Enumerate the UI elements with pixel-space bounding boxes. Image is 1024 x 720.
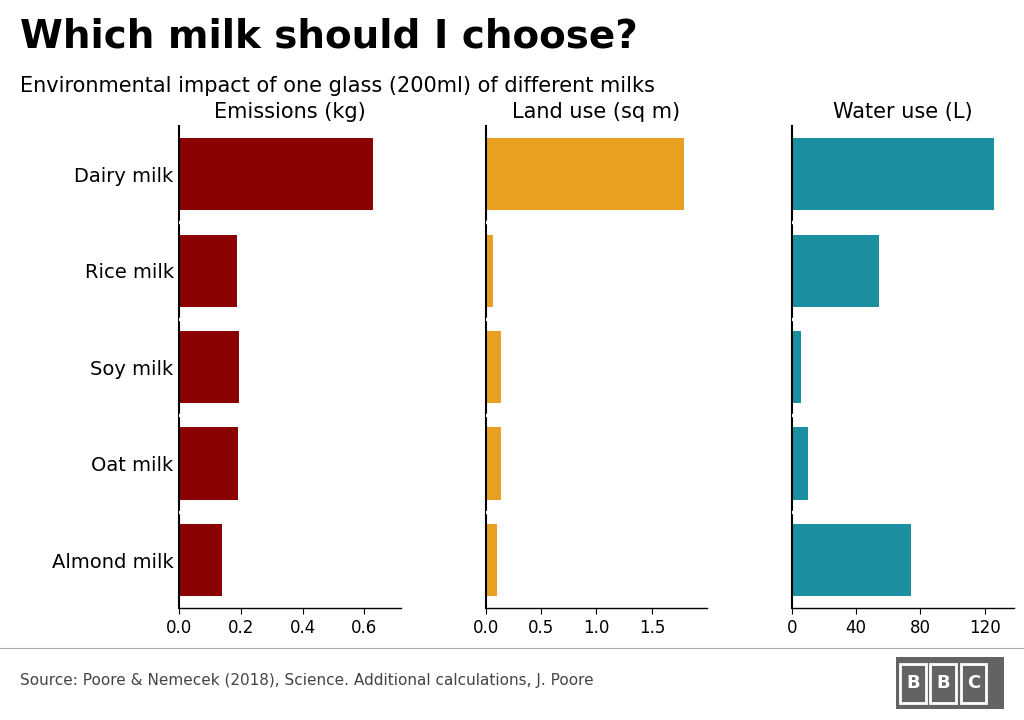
Bar (179, 331, 240, 403)
Bar (792, 331, 801, 403)
Title: Water use (L): Water use (L) (833, 102, 973, 122)
Bar (485, 524, 497, 596)
Text: Source: Poore & Nemecek (2018), Science. Additional calculations, J. Poore: Source: Poore & Nemecek (2018), Science.… (20, 673, 594, 688)
Bar (961, 664, 986, 703)
Bar (179, 235, 238, 307)
Bar (485, 138, 684, 210)
Bar (792, 428, 808, 500)
Bar (792, 138, 994, 210)
Bar (900, 664, 926, 703)
Bar (485, 428, 501, 500)
Bar (931, 664, 956, 703)
Bar (179, 428, 238, 500)
Text: C: C (967, 674, 980, 693)
Title: Emissions (kg): Emissions (kg) (214, 102, 366, 122)
Text: Which milk should I choose?: Which milk should I choose? (20, 18, 638, 56)
Text: Environmental impact of one glass (200ml) of different milks: Environmental impact of one glass (200ml… (20, 76, 655, 96)
Bar (179, 138, 373, 210)
Bar (179, 524, 222, 596)
Text: B: B (937, 674, 950, 693)
Bar (792, 524, 911, 596)
Bar (792, 235, 879, 307)
Title: Land use (sq m): Land use (sq m) (512, 102, 681, 122)
Bar (485, 331, 501, 403)
Text: B: B (906, 674, 920, 693)
Bar (485, 235, 494, 307)
